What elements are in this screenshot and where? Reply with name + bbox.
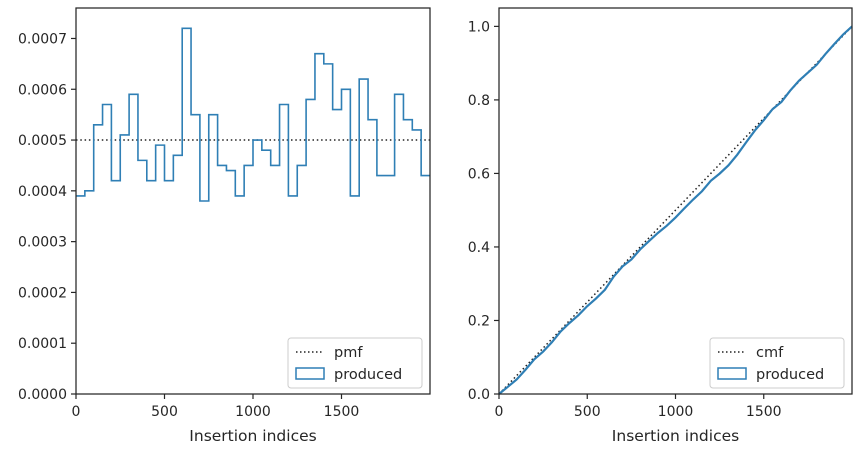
cmf-legend: cmf produced	[709, 337, 845, 389]
cmf-series-cmf	[498, 25, 853, 395]
pmf-y-tick-label: 0.0004	[18, 184, 67, 200]
pmf-plot-marks	[76, 27, 430, 202]
pmf-axis-ticks: 0 500 1000 1500 0.0000 0.0001 0.0002 0.0003 0.00…	[18, 31, 359, 420]
pmf-legend: pmf produced	[287, 337, 423, 389]
cmf-y-tick-label: 0.0	[468, 387, 490, 403]
cmf-panel: 0 500 1000 1500 0.0 0.2 0.4 0.6 0.8 1.0 Insertion…	[468, 7, 853, 445]
pmf-y-tick-label: 0.0001	[18, 336, 67, 352]
pmf-y-tick-label: 0.0006	[18, 82, 67, 98]
cmf-legend-swatch-produced	[717, 367, 747, 380]
cmf-x-tick-label: 1500	[746, 404, 782, 420]
pmf-x-tick-label: 0	[72, 404, 81, 420]
pmf-x-tick-label: 1000	[235, 404, 271, 420]
cmf-y-tick-label: 0.2	[468, 313, 490, 329]
pmf-y-tick-label: 0.0000	[18, 387, 67, 403]
pmf-y-tick-label: 0.0007	[18, 31, 67, 47]
pmf-x-tick-label: 1500	[324, 404, 360, 420]
cmf-y-tick-label: 0.6	[468, 166, 490, 182]
pmf-legend-label-produced: produced	[334, 367, 402, 383]
cmf-y-tick-label: 1.0	[468, 19, 490, 35]
pmf-y-tick-label: 0.0003	[18, 235, 67, 251]
pmf-legend-swatch-produced	[295, 367, 325, 380]
pmf-legend-box	[287, 337, 423, 389]
cmf-axis-ticks: 0 500 1000 1500 0.0 0.2 0.4 0.6 0.8 1.0	[468, 19, 782, 420]
pmf-x-axis-label: Insertion indices	[189, 427, 316, 445]
cmf-legend-box	[709, 337, 845, 389]
pmf-x-tick-label: 500	[151, 404, 178, 420]
pmf-y-tick-label: 0.0002	[18, 285, 67, 301]
pmf-panel: 0 500 1000 1500 0.0000 0.0001 0.0002 0.0003 0.00…	[18, 7, 431, 445]
cmf-legend-label-cmf: cmf	[756, 345, 784, 361]
cmf-plot-marks	[498, 25, 853, 395]
cmf-x-tick-label: 0	[495, 404, 504, 420]
cmf-x-tick-label: 500	[574, 404, 601, 420]
cmf-axes-frame	[498, 7, 853, 395]
pmf-axes-frame	[75, 7, 431, 395]
cmf-legend-label-produced: produced	[756, 367, 824, 383]
cmf-series-produced	[498, 25, 853, 395]
pmf-legend-label-pmf: pmf	[334, 345, 363, 361]
cmf-y-tick-label: 0.8	[468, 93, 490, 109]
cmf-x-tick-label: 1000	[658, 404, 694, 420]
cmf-x-axis-label: Insertion indices	[612, 427, 739, 445]
pmf-y-tick-label: 0.0005	[18, 133, 67, 149]
cmf-y-tick-label: 0.4	[468, 240, 490, 256]
pmf-series-produced	[76, 27, 430, 202]
